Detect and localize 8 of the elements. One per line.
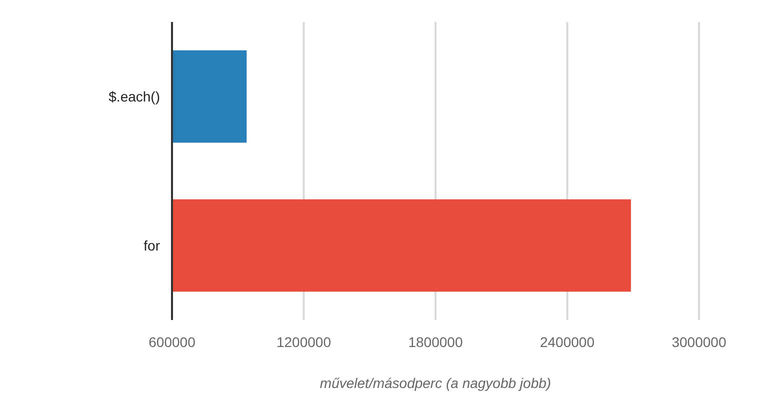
x-axis-title: művelet/másodperc (a nagyobb jobb) xyxy=(320,375,552,391)
x-tick-label: 2400000 xyxy=(540,334,595,350)
x-tick-label: 1200000 xyxy=(276,334,332,350)
x-tick-label: 600000 xyxy=(148,334,196,350)
y-tick-label: $.each() xyxy=(108,88,160,104)
x-tick-label: 1800000 xyxy=(408,334,463,350)
x-tick-label: 3000000 xyxy=(672,334,726,350)
y-tick-label: for xyxy=(144,238,160,254)
